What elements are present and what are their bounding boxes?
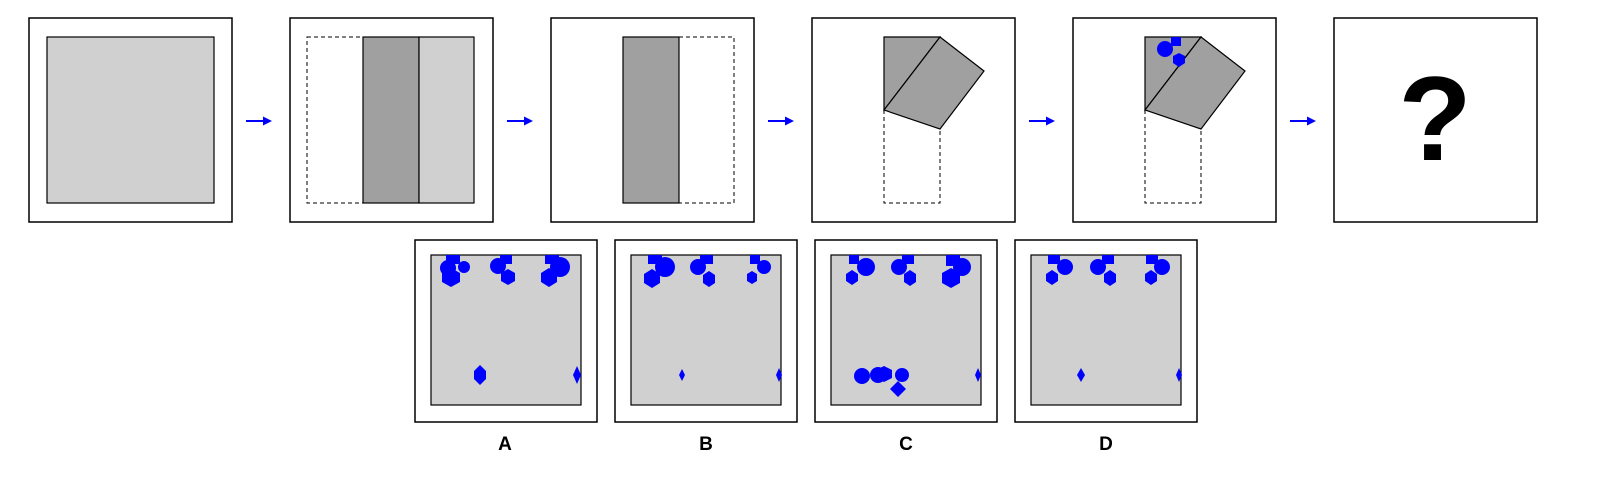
sequence-panel-3: [550, 17, 755, 223]
right-arrow-icon: [1029, 116, 1055, 126]
folded-flap: [883, 36, 985, 130]
original-outline: [883, 110, 941, 204]
panel-frame: [1333, 17, 1538, 223]
paper-sheet: [46, 36, 215, 204]
option-d[interactable]: D: [1014, 239, 1198, 455]
punched-hole-icon: [440, 255, 581, 385]
sequence-panel-5: [1072, 17, 1277, 223]
punched-hole-icon: [1046, 255, 1182, 382]
original-outline: [1144, 110, 1202, 204]
option-label: D: [1099, 434, 1113, 455]
right-arrow-icon: [768, 116, 794, 126]
question-mark: ?: [1398, 52, 1471, 186]
right-arrow-icon: [246, 116, 272, 126]
option-label: A: [498, 434, 512, 455]
option-a[interactable]: A: [414, 239, 598, 455]
sequence-panel-2: [289, 17, 494, 223]
option-c[interactable]: C: [814, 239, 998, 455]
sequence-panel-4: [811, 17, 1016, 223]
paper-sheet: [418, 36, 475, 204]
punched-hole-icon: [1157, 37, 1185, 67]
sequence-panel-6: ?: [1333, 17, 1538, 223]
option-b[interactable]: B: [614, 239, 798, 455]
folded-flap: [1144, 36, 1246, 130]
right-arrow-icon: [1290, 116, 1316, 126]
option-label: B: [699, 434, 713, 455]
folded-layer: [362, 36, 420, 204]
sequence-panel-1: [28, 17, 233, 223]
punched-hole-icon: [644, 255, 782, 382]
right-arrow-icon: [507, 116, 533, 126]
folded-strip: [622, 36, 680, 204]
option-label: C: [899, 434, 913, 455]
punched-hole-icon: [846, 255, 981, 397]
